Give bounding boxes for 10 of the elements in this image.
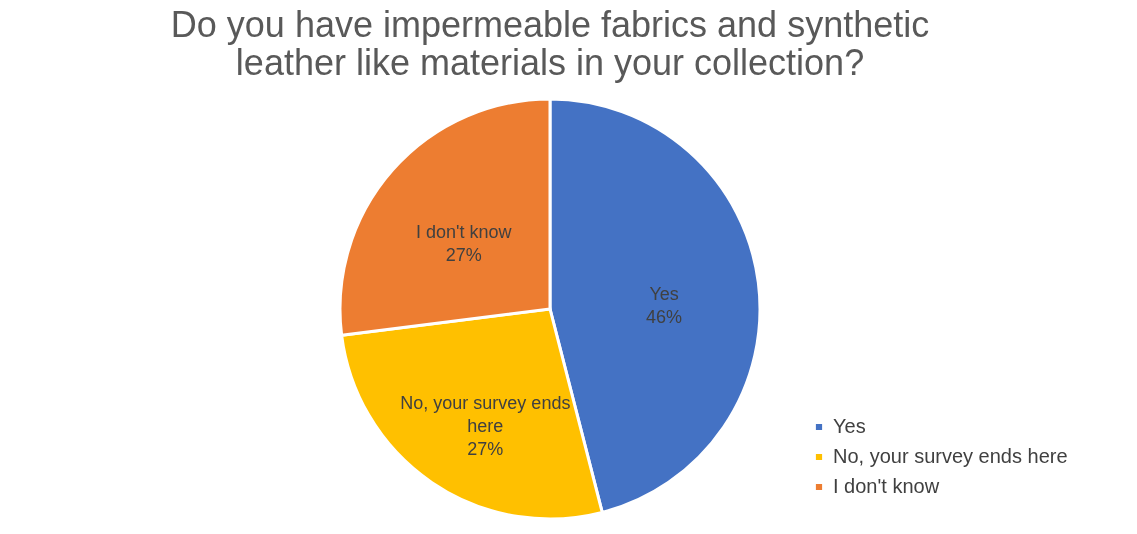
legend-label: I don't know: [833, 475, 940, 497]
data-label: 27%: [467, 439, 504, 460]
data-label: 46%: [646, 306, 683, 327]
slice-label: No, your survey ends here: [400, 393, 571, 437]
chart-title: Do you have impermeable fabrics and synthetic leather like materials in your collection?: [170, 4, 930, 83]
legend-label: Yes: [833, 415, 866, 437]
data-label: 27%: [445, 244, 482, 265]
slice-label: I don't know: [415, 221, 513, 242]
slice-label: Yes: [649, 283, 679, 304]
legend-label: No, your survey ends here: [833, 445, 1068, 467]
